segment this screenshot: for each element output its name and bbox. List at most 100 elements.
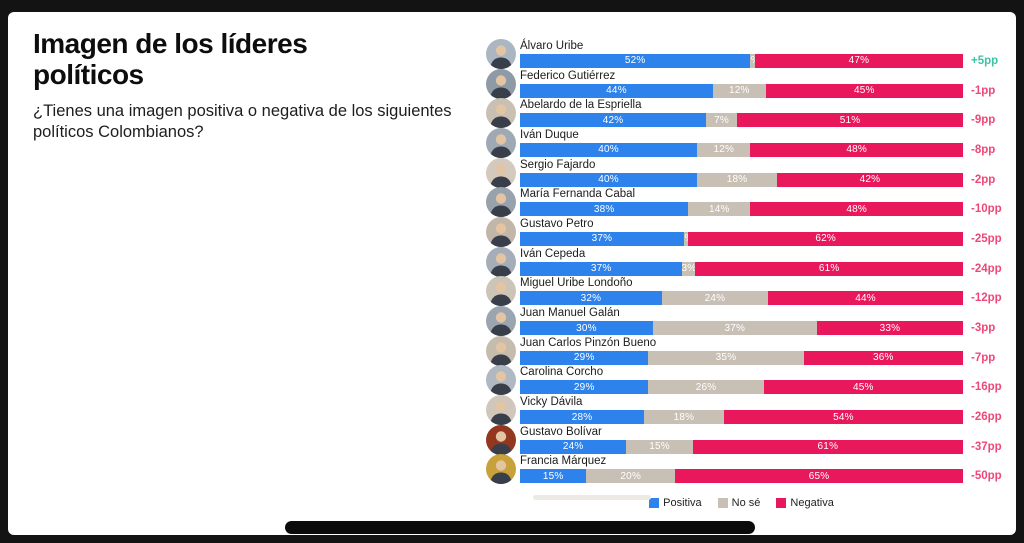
bar-label-no-se: 12% — [728, 85, 750, 97]
stacked-bar: 52% 1% 47% — [520, 53, 963, 68]
bar-segment-negativa[interactable]: 45% — [763, 380, 963, 395]
bar-segment-no-se[interactable]: 20% — [586, 469, 676, 484]
bar-segment-negativa[interactable]: 48% — [750, 202, 963, 217]
bar-label-no-se: 7% — [714, 114, 729, 126]
diff-value: -8pp — [971, 143, 996, 156]
person-icon — [486, 454, 516, 485]
bar-segment-positiva[interactable]: 24% — [520, 439, 627, 454]
bar-segment-negativa[interactable]: 42% — [776, 172, 963, 187]
legend-label: Negativa — [790, 497, 834, 509]
bar-segment-negativa[interactable]: 47% — [754, 53, 963, 68]
bar-segment-no-se[interactable]: 1% — [683, 231, 689, 246]
politician-name: Iván Cepeda — [520, 247, 586, 260]
bar-segment-no-se[interactable]: 24% — [661, 291, 769, 306]
legend: Positiva No sé Negativa — [520, 497, 963, 509]
bar-label-positiva: 42% — [602, 114, 624, 126]
diff-value: -24pp — [971, 262, 1002, 275]
bar-segment-negativa[interactable]: 48% — [750, 142, 963, 157]
politician-avatar — [486, 306, 516, 337]
legend-item-positive[interactable]: Positiva — [649, 497, 702, 509]
bar-segment-no-se[interactable]: 14% — [688, 202, 751, 217]
bar-label-no-se: 3% — [682, 263, 696, 275]
stacked-bar: 42% 7% 51% — [520, 113, 963, 128]
politician-avatar — [486, 157, 516, 188]
bar-segment-negativa[interactable]: 65% — [675, 469, 963, 484]
bar-segment-no-se[interactable]: 7% — [706, 113, 738, 128]
bar-segment-positiva[interactable]: 44% — [520, 83, 713, 98]
politician-row: Iván Duque 40% 12% 48% -8pp — [486, 127, 1023, 158]
legend-item-negative[interactable]: Negativa — [776, 497, 834, 509]
bar-label-negativa: 61% — [818, 263, 840, 275]
bar-segment-positiva[interactable]: 38% — [520, 202, 689, 217]
stacked-bar: 24% 15% 61% — [520, 439, 963, 454]
legend-swatch — [717, 498, 728, 508]
politician-avatar — [486, 454, 516, 485]
stacked-bar: 30% 37% 33% — [520, 321, 963, 336]
bar-label-positiva: 28% — [571, 411, 593, 423]
bar-label-negativa: 54% — [833, 411, 854, 423]
person-icon — [486, 395, 516, 426]
diff-value: -16pp — [971, 381, 1002, 394]
diff-value: -10pp — [971, 203, 1002, 216]
bar-label-negativa: 48% — [846, 203, 867, 215]
bar-segment-positiva[interactable]: 29% — [520, 350, 649, 365]
person-icon — [486, 246, 516, 277]
bar-label-positiva: 32% — [580, 292, 602, 304]
bar-segment-no-se[interactable]: 26% — [648, 380, 764, 395]
politician-avatar — [486, 424, 516, 455]
bar-segment-negativa[interactable]: 61% — [692, 439, 963, 454]
bar-segment-negativa[interactable]: 51% — [737, 113, 963, 128]
bar-segment-negativa[interactable]: 44% — [768, 291, 963, 306]
bar-segment-positiva[interactable]: 15% — [520, 469, 587, 484]
bar-segment-positiva[interactable]: 52% — [520, 53, 751, 68]
bar-segment-no-se[interactable]: 12% — [697, 142, 751, 157]
bar-segment-positiva[interactable]: 37% — [520, 231, 684, 246]
bar-segment-positiva[interactable]: 30% — [520, 321, 653, 336]
bottom-drag-handle[interactable] — [285, 521, 755, 534]
bar-segment-no-se[interactable]: 15% — [626, 439, 693, 454]
politician-name: Juan Carlos Pinzón Bueno — [520, 336, 657, 349]
scrollbar-thumb[interactable] — [533, 495, 651, 500]
bar-segment-no-se[interactable]: 37% — [652, 321, 817, 336]
person-icon — [486, 335, 516, 366]
bar-segment-no-se[interactable]: 35% — [648, 350, 804, 365]
politician-name: Miguel Uribe Londoño — [520, 277, 633, 290]
bar-segment-negativa[interactable]: 61% — [695, 261, 963, 276]
politician-row: María Fernanda Cabal 38% 14% 48% -10pp — [486, 187, 1023, 218]
bar-segment-positiva[interactable]: 42% — [520, 113, 707, 128]
politician-row: Carolina Corcho 29% 26% 45% -16pp — [486, 365, 1023, 396]
bar-segment-no-se[interactable]: 18% — [644, 410, 724, 425]
bar-segment-negativa[interactable]: 33% — [816, 321, 963, 336]
slide-canvas: Imagen de los líderes políticos ¿Tienes … — [8, 12, 1016, 535]
bar-segment-positiva[interactable]: 29% — [520, 380, 649, 395]
politician-avatar — [486, 246, 516, 277]
bar-segment-negativa[interactable]: 36% — [803, 350, 963, 365]
bar-segment-positiva[interactable]: 32% — [520, 291, 662, 306]
politician-avatar — [486, 68, 516, 99]
politician-avatar — [486, 187, 516, 218]
stacked-bar: 40% 12% 48% — [520, 142, 963, 157]
bar-segment-no-se[interactable]: 1% — [750, 53, 755, 68]
bar-segment-no-se[interactable]: 18% — [697, 172, 777, 187]
politician-name: Francia Márquez — [520, 455, 607, 468]
diff-value: -50pp — [971, 470, 1002, 483]
bar-segment-negativa[interactable]: 45% — [765, 83, 963, 98]
bar-segment-positiva[interactable]: 40% — [520, 142, 698, 157]
politician-avatar — [486, 127, 516, 158]
politician-avatar — [486, 365, 516, 396]
bar-segment-negativa[interactable]: 62% — [688, 231, 963, 246]
legend-item-neutral[interactable]: No sé — [717, 497, 760, 509]
bar-segment-no-se[interactable]: 3% — [682, 261, 696, 276]
politician-avatar — [486, 335, 516, 366]
bar-segment-no-se[interactable]: 12% — [712, 83, 766, 98]
politician-row: Francia Márquez 15% 20% 65% -50pp — [486, 454, 1023, 485]
bar-segment-positiva[interactable]: 28% — [520, 410, 645, 425]
stacked-bar: 37% 3% 61% — [520, 261, 963, 276]
bar-segment-positiva[interactable]: 37% — [520, 261, 683, 276]
legend-swatch — [776, 498, 787, 508]
bar-segment-positiva[interactable]: 40% — [520, 172, 698, 187]
bar-label-no-se: 18% — [726, 174, 748, 186]
bar-segment-negativa[interactable]: 54% — [723, 410, 963, 425]
person-icon — [486, 306, 516, 337]
